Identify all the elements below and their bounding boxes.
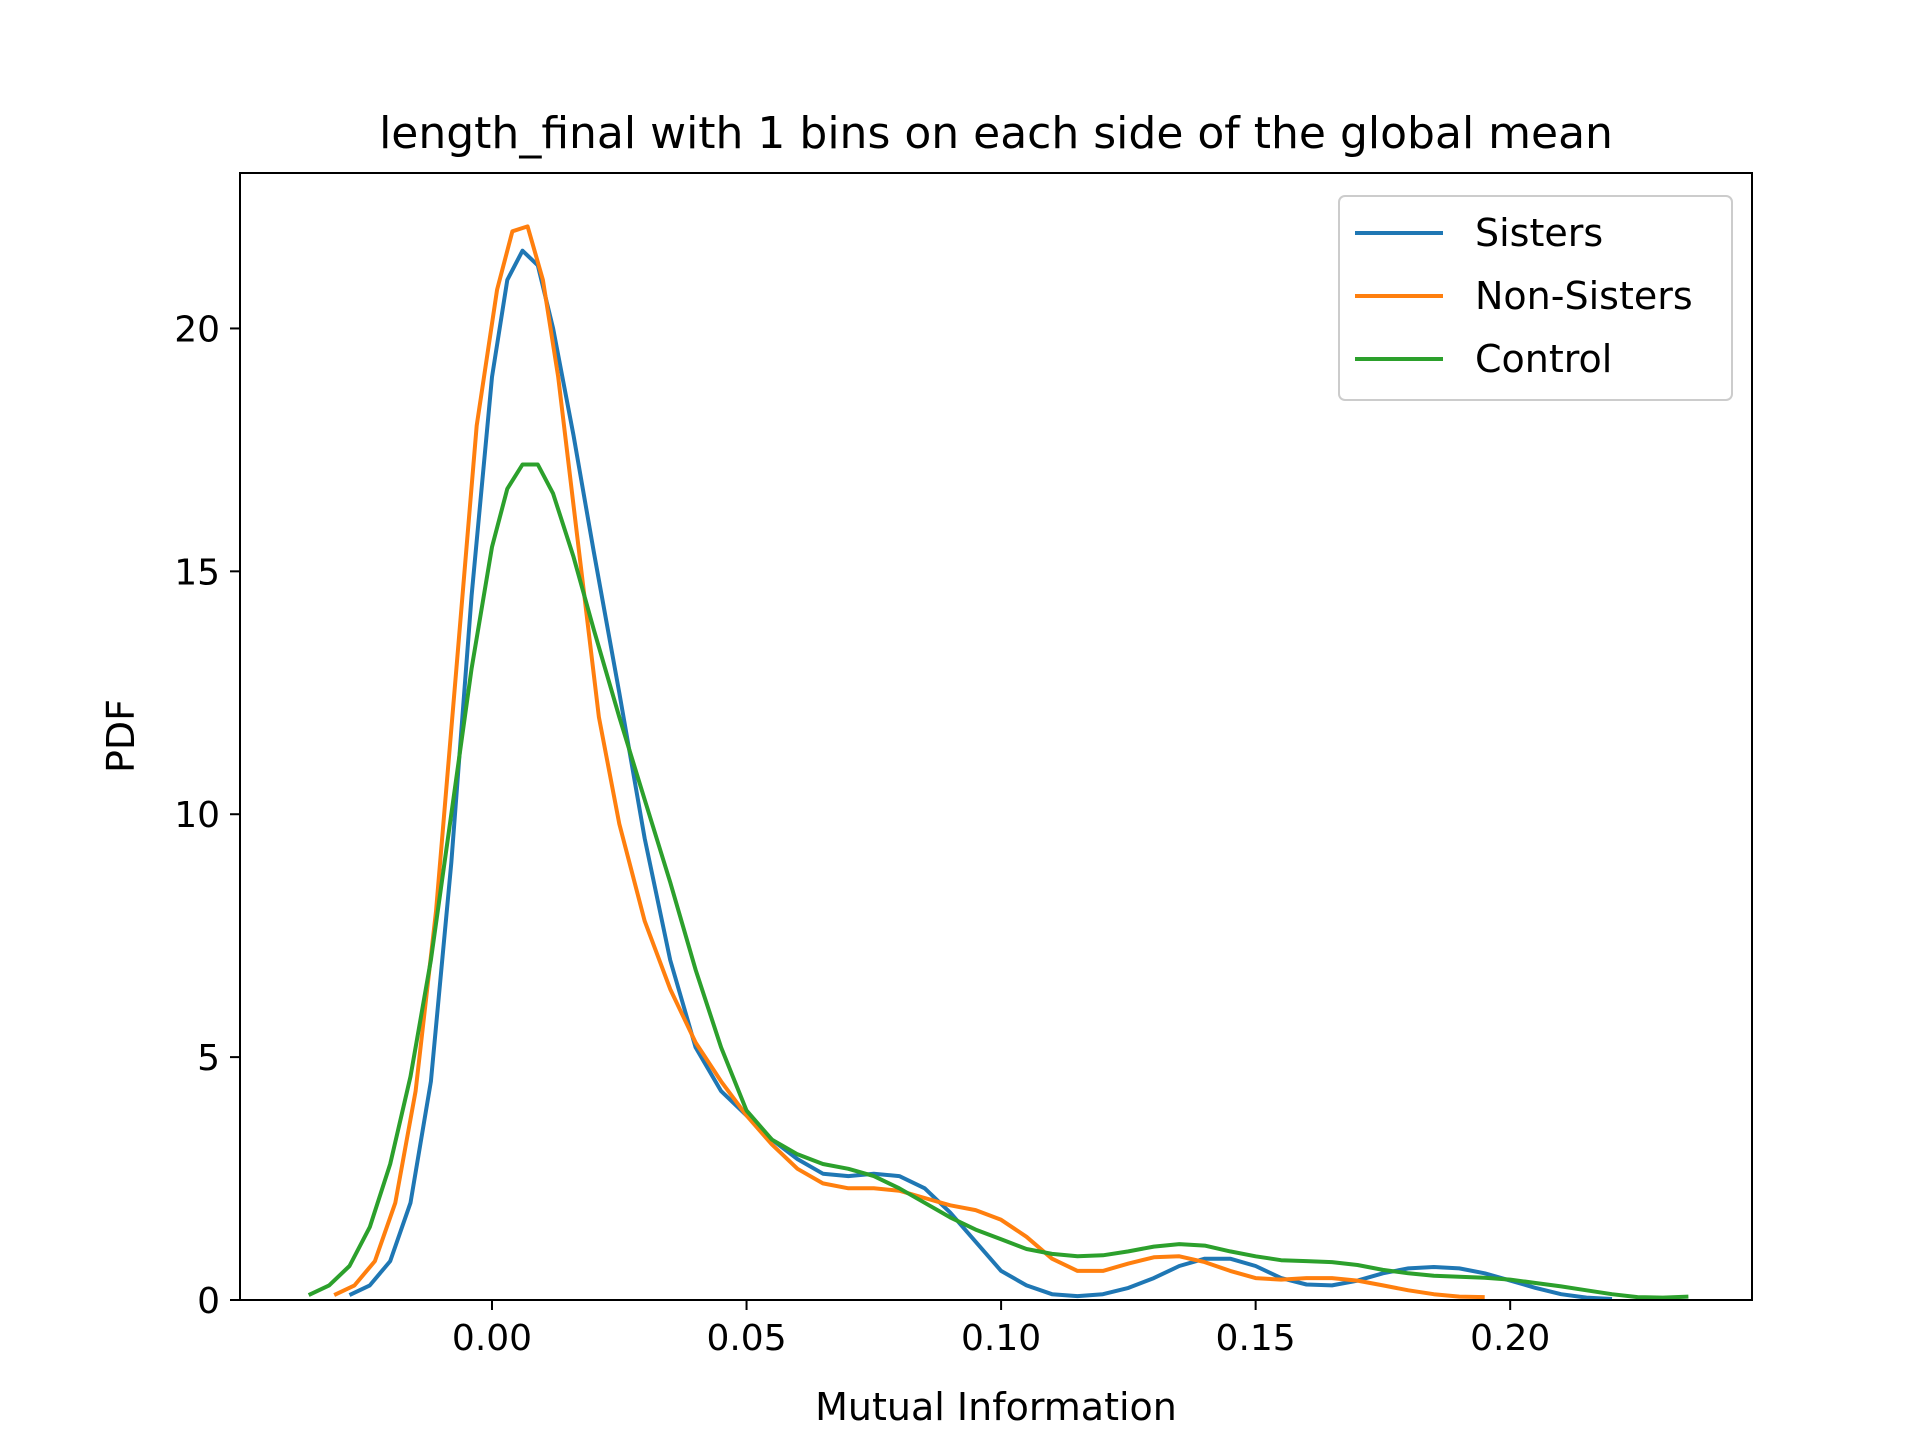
x-tick-label: 0.10 — [961, 1318, 1041, 1359]
y-tick-label: 5 — [197, 1038, 220, 1079]
y-axis-ticks: 0 5 10 15 20 — [174, 309, 240, 1322]
x-tick-label: 0.05 — [706, 1318, 786, 1359]
legend-label-non-sisters: Non-Sisters — [1475, 274, 1693, 318]
series-line-non-sisters — [333, 224, 1485, 1300]
legend-label-control: Control — [1475, 337, 1612, 381]
series-layer — [307, 224, 1689, 1301]
plot-area: 0.00 0.05 0.10 0.15 0.20 0 5 10 15 20 — [174, 172, 1753, 1359]
y-tick-label: 20 — [174, 309, 220, 350]
series-line-control — [307, 462, 1689, 1300]
x-tick-label: 0.15 — [1216, 1318, 1296, 1359]
y-tick-label: 10 — [174, 795, 220, 836]
axes-frame — [239, 172, 1753, 1301]
series-line-sisters — [348, 248, 1613, 1301]
y-tick-label: 15 — [174, 552, 220, 593]
x-axis-ticks: 0.00 0.05 0.10 0.15 0.20 — [452, 1300, 1550, 1359]
legend-label-sisters: Sisters — [1475, 211, 1603, 255]
legend-box — [1338, 195, 1733, 401]
legend: Sisters Non-Sisters Control — [1338, 195, 1733, 401]
x-tick-label: 0.00 — [452, 1318, 532, 1359]
y-axis-label: PDF — [99, 699, 143, 773]
x-axis-label: Mutual Information — [815, 1385, 1177, 1429]
chart-title: length_final with 1 bins on each side of… — [379, 108, 1613, 159]
y-tick-label: 0 — [197, 1281, 220, 1322]
x-tick-label: 0.20 — [1470, 1318, 1550, 1359]
